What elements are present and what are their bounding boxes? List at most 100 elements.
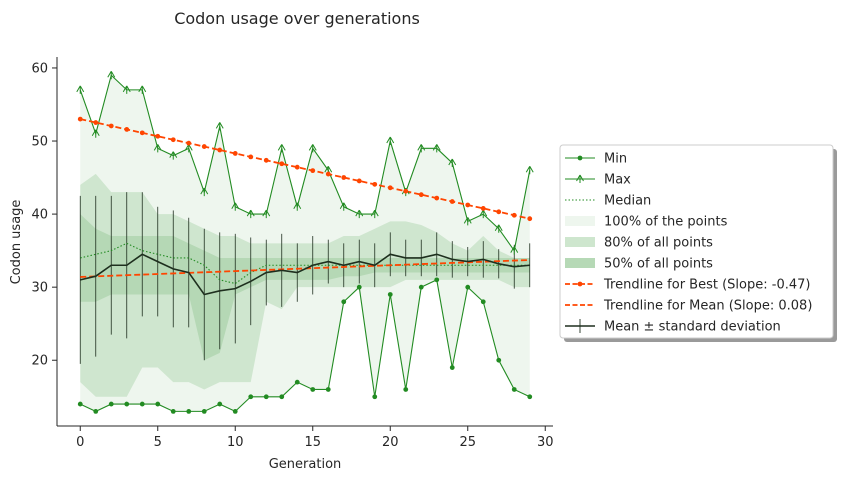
point	[248, 154, 254, 160]
point	[465, 202, 471, 208]
point	[170, 408, 176, 414]
point	[403, 387, 409, 392]
point	[449, 199, 455, 204]
point	[511, 387, 517, 392]
point	[138, 85, 147, 94]
point	[403, 188, 409, 194]
point	[448, 158, 457, 167]
x-tick-label: 30	[537, 435, 554, 450]
x-tick-label: 5	[154, 435, 162, 450]
point	[139, 130, 145, 136]
y-tick-label: 40	[31, 208, 48, 223]
point	[432, 144, 441, 153]
point	[418, 284, 424, 290]
point	[262, 209, 271, 219]
band-1	[80, 173, 530, 397]
point	[527, 216, 533, 222]
point	[463, 217, 472, 226]
legend-swatch	[565, 237, 595, 247]
point	[76, 85, 85, 94]
series-line-3	[80, 118, 530, 220]
point	[215, 122, 224, 131]
point	[372, 394, 378, 400]
point	[169, 151, 178, 160]
x-tick-label: 15	[304, 435, 321, 450]
series-line-2	[80, 242, 530, 285]
point	[308, 144, 317, 153]
point	[139, 401, 145, 407]
point	[417, 144, 426, 153]
point	[479, 209, 488, 219]
point	[108, 401, 114, 407]
point	[77, 116, 83, 122]
axes	[56, 57, 553, 427]
y-ticks: 20 30 40 50 60	[31, 61, 57, 369]
point	[153, 144, 162, 153]
legend-label: Max	[604, 173, 631, 188]
point	[263, 157, 269, 163]
legend-label: 100% of the points	[604, 215, 728, 230]
x-tick-label: 10	[227, 435, 244, 450]
point	[496, 209, 502, 215]
point	[279, 161, 285, 167]
point	[325, 387, 331, 392]
point	[200, 187, 209, 197]
point	[480, 299, 486, 305]
x-tick-label: 25	[459, 435, 476, 450]
series-lines	[79, 74, 531, 413]
legend-label: Trendline for Best (Slope: -0.47)	[603, 278, 810, 293]
point	[341, 175, 347, 180]
point	[356, 178, 362, 184]
legend-marker	[577, 155, 583, 161]
point	[217, 147, 223, 153]
point	[370, 209, 379, 219]
point	[525, 166, 534, 175]
point	[124, 401, 130, 407]
point	[386, 136, 395, 146]
point	[246, 209, 255, 219]
legend-marker	[576, 174, 584, 183]
legend-label: 80% of all points	[604, 236, 713, 251]
point	[434, 195, 440, 201]
point	[449, 365, 455, 370]
point	[124, 127, 130, 132]
point	[155, 133, 161, 139]
point	[387, 292, 393, 297]
point	[231, 202, 240, 211]
y-axis-label: Codon usage	[9, 200, 24, 285]
x-tick-label: 0	[76, 435, 84, 450]
point	[107, 71, 116, 80]
point	[93, 120, 99, 125]
legend-label: Min	[604, 152, 627, 167]
y-tick-label: 30	[31, 281, 48, 296]
series-line-4	[80, 259, 530, 278]
band-0	[80, 75, 530, 412]
legend-label: Trendline for Mean (Slope: 0.08)	[603, 299, 812, 314]
x-tick-label: 20	[382, 435, 399, 450]
point	[496, 357, 502, 363]
point	[339, 202, 348, 211]
band-2	[80, 214, 530, 361]
point	[434, 277, 440, 283]
point	[77, 401, 83, 407]
point	[277, 144, 286, 153]
y-tick-label: 20	[31, 354, 48, 369]
point	[310, 168, 316, 174]
point	[186, 140, 192, 146]
series-line-5	[80, 253, 530, 296]
point	[294, 164, 300, 170]
point	[494, 224, 503, 233]
chart-title: Codon usage over generations	[174, 9, 420, 28]
point	[387, 185, 393, 191]
point	[372, 181, 378, 187]
y-tick-label: 50	[31, 135, 48, 150]
point	[232, 408, 238, 414]
confidence-bands	[80, 75, 530, 412]
point	[201, 408, 207, 414]
point	[217, 401, 223, 407]
y-tick-label: 60	[31, 61, 48, 76]
point	[341, 299, 347, 305]
point	[418, 192, 424, 198]
point	[122, 85, 131, 94]
